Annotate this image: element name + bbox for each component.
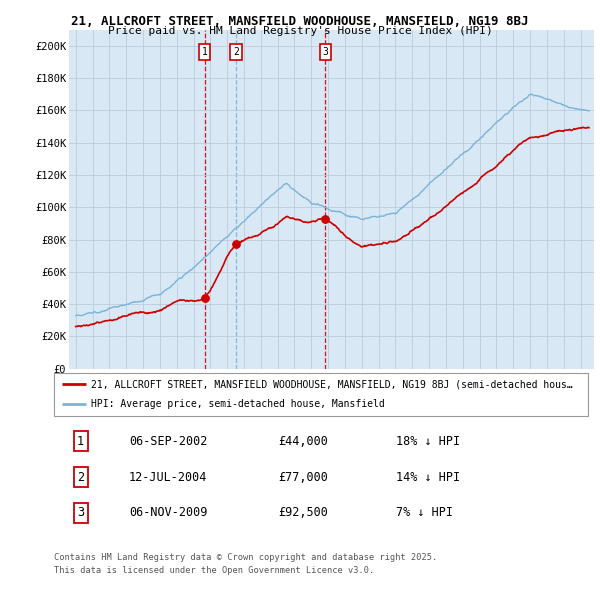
Point [200,293,209,303]
Text: 2: 2 [77,471,84,484]
Text: 06-NOV-2009: 06-NOV-2009 [129,506,207,519]
Text: 7% ↓ HPI: 7% ↓ HPI [396,506,453,519]
Text: £92,500: £92,500 [278,506,328,519]
Text: 12-JUL-2004: 12-JUL-2004 [129,471,207,484]
Text: 3: 3 [323,47,328,57]
Text: £77,000: £77,000 [278,471,328,484]
Text: This data is licensed under the Open Government Licence v3.0.: This data is licensed under the Open Gov… [54,566,374,575]
Text: 21, ALLCROFT STREET, MANSFIELD WOODHOUSE, MANSFIELD, NG19 8BJ: 21, ALLCROFT STREET, MANSFIELD WOODHOUSE… [71,15,529,28]
Text: 2: 2 [233,47,239,57]
Text: 18% ↓ HPI: 18% ↓ HPI [396,435,460,448]
FancyBboxPatch shape [54,373,588,416]
Point [231,240,241,249]
Text: £44,000: £44,000 [278,435,328,448]
Text: 1: 1 [202,47,208,57]
Text: HPI: Average price, semi-detached house, Mansfield: HPI: Average price, semi-detached house,… [91,399,385,409]
Point [320,215,330,224]
Text: Price paid vs. HM Land Registry's House Price Index (HPI): Price paid vs. HM Land Registry's House … [107,26,493,36]
Text: 21, ALLCROFT STREET, MANSFIELD WOODHOUSE, MANSFIELD, NG19 8BJ (semi-detached hou: 21, ALLCROFT STREET, MANSFIELD WOODHOUSE… [91,379,573,389]
Text: 14% ↓ HPI: 14% ↓ HPI [396,471,460,484]
Text: 1: 1 [77,435,84,448]
Text: 3: 3 [77,506,84,519]
Text: Contains HM Land Registry data © Crown copyright and database right 2025.: Contains HM Land Registry data © Crown c… [54,553,437,562]
Text: 06-SEP-2002: 06-SEP-2002 [129,435,207,448]
